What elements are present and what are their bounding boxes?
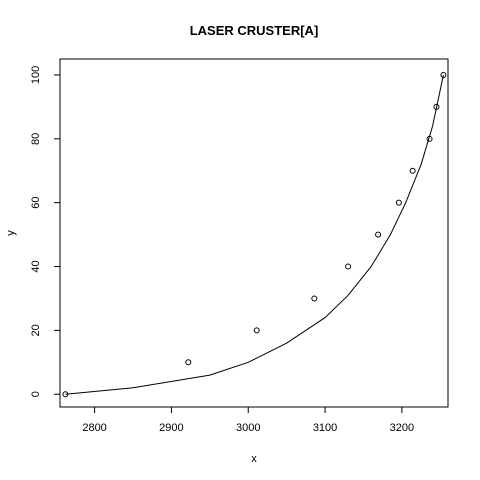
y-tick-label: 40 xyxy=(30,260,42,272)
data-point xyxy=(185,359,192,366)
y-tick-label: 60 xyxy=(30,197,42,209)
y-tick-label: 80 xyxy=(30,133,42,145)
data-point xyxy=(440,71,447,78)
x-tick-label: 2800 xyxy=(82,422,106,434)
x-tick-label: 3000 xyxy=(236,422,260,434)
x-axis-label: x xyxy=(251,453,257,465)
x-axis: 2800 2900 3000 3100 3200 xyxy=(82,407,414,434)
data-point xyxy=(311,295,318,302)
y-tick-label: 0 xyxy=(30,391,42,397)
x-tick-label: 3100 xyxy=(313,422,337,434)
data-points xyxy=(62,71,447,398)
data-point xyxy=(395,199,402,206)
data-point xyxy=(62,391,69,398)
data-point xyxy=(345,263,352,270)
data-point xyxy=(433,103,440,110)
y-tick-label: 100 xyxy=(30,66,42,84)
data-point xyxy=(426,135,433,142)
data-point xyxy=(375,231,382,238)
y-axis-label: y xyxy=(5,230,17,236)
chart-title: LASER CRUSTER[A] xyxy=(190,23,319,38)
x-tick-label: 3200 xyxy=(390,422,414,434)
fitted-curve xyxy=(65,74,444,395)
x-tick-label: 2900 xyxy=(159,422,183,434)
data-point xyxy=(409,167,416,174)
plot-frame xyxy=(59,58,449,408)
y-tick-label: 20 xyxy=(30,324,42,336)
data-point xyxy=(253,327,260,334)
y-axis: 0 20 40 60 80 100 xyxy=(30,66,60,397)
